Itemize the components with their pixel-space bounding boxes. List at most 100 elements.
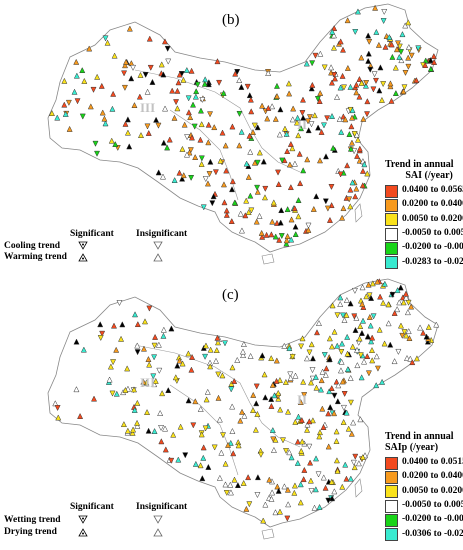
station-up-marker (289, 145, 296, 152)
station-up-marker (408, 303, 415, 310)
insignificant-header-b: Insignificant (136, 229, 188, 239)
station-up-marker (247, 192, 254, 199)
station-up-marker (365, 50, 372, 57)
station-down-marker (399, 332, 406, 339)
station-up-marker (343, 475, 350, 482)
station-up-marker (71, 88, 78, 95)
legend-range-c: -0.0200 to -0.0050 (402, 514, 463, 525)
station-up-marker (405, 19, 412, 26)
station-up-marker (155, 341, 162, 348)
station-up-marker (276, 508, 283, 515)
station-up-marker (229, 427, 236, 434)
station-up-marker (306, 418, 313, 425)
station-up-marker (386, 33, 393, 40)
station-up-marker (207, 363, 214, 370)
station-up-marker (281, 483, 288, 490)
station-up-marker (304, 426, 311, 433)
station-up-marker (322, 153, 329, 160)
station-up-marker (307, 459, 314, 466)
station-up-marker (66, 125, 73, 132)
sig-dot-icon-b (82, 243, 84, 246)
legend-title-line1-b: Trend in annual (385, 159, 454, 170)
station-up-marker (162, 446, 169, 453)
station-up-marker (380, 299, 387, 306)
station-up-marker (247, 352, 254, 359)
station-up-marker (343, 409, 350, 416)
station-up-marker (291, 160, 298, 167)
significance-symbols-c (78, 515, 163, 537)
station-up-marker (347, 475, 354, 482)
insignificant-header-c: Insignificant (136, 502, 188, 512)
station-up-marker (354, 152, 361, 159)
station-up-marker (261, 194, 268, 201)
station-up-marker (369, 334, 376, 341)
significant-header-b: Significant (70, 229, 114, 239)
station-up-marker (124, 365, 131, 372)
station-up-marker (273, 357, 280, 364)
station-up-marker (273, 82, 280, 89)
station-up-marker (131, 406, 138, 413)
station-up-marker (273, 377, 280, 384)
station-up-marker (409, 359, 416, 366)
station-up-marker (339, 483, 346, 490)
station-down-marker (322, 198, 329, 205)
station-up-marker (192, 398, 199, 405)
station-down-marker (254, 159, 261, 166)
station-up-marker (215, 394, 222, 401)
station-up-marker (171, 176, 178, 183)
legend-row-c: -0.0306 to -0.0200 (385, 527, 463, 542)
station-up-marker (346, 130, 353, 137)
station-up-marker (349, 107, 356, 114)
station-up-marker (353, 185, 360, 192)
station-up-marker (243, 197, 250, 204)
station-up-marker (187, 114, 194, 121)
station-up-marker (110, 90, 117, 97)
station-down-marker (305, 222, 312, 229)
station-up-marker (358, 79, 365, 86)
station-up-marker (334, 398, 341, 405)
station-up-marker (348, 430, 355, 437)
station-up-marker (221, 199, 228, 206)
station-up-marker (308, 85, 315, 92)
station-up-marker (269, 381, 276, 388)
station-up-marker (344, 333, 351, 340)
station-up-marker (142, 318, 149, 325)
station-up-marker (239, 408, 246, 415)
station-up-marker (367, 322, 374, 329)
station-down-marker (150, 373, 157, 380)
station-down-marker (146, 305, 153, 312)
station-up-marker (222, 481, 229, 488)
station-up-marker (347, 186, 354, 193)
station-up-marker (308, 341, 315, 348)
station-up-marker (269, 426, 276, 433)
station-up-marker (392, 89, 399, 96)
station-up-marker (291, 489, 298, 496)
station-down-marker (370, 86, 377, 93)
station-down-marker (287, 371, 294, 378)
station-up-marker (254, 474, 261, 481)
station-up-marker (338, 358, 345, 365)
station-up-marker (319, 405, 326, 412)
station-up-marker (374, 278, 381, 285)
station-up-marker (73, 58, 80, 65)
station-up-marker (272, 233, 279, 240)
station-up-marker (107, 363, 114, 370)
station-up-marker (262, 501, 269, 508)
station-up-marker (236, 77, 243, 84)
station-up-marker (340, 418, 347, 425)
station-up-marker (134, 422, 141, 429)
station-down-marker (234, 69, 241, 76)
station-up-marker (61, 101, 68, 108)
station-up-marker (223, 167, 230, 174)
station-up-marker (296, 150, 303, 157)
station-up-marker (140, 378, 147, 385)
station-down-marker (283, 448, 290, 455)
station-up-marker (265, 104, 272, 111)
china-outline-c (47, 278, 439, 528)
station-up-marker (183, 151, 190, 158)
station-up-marker (333, 428, 340, 435)
station-down-marker (116, 300, 123, 307)
station-up-marker (387, 341, 394, 348)
station-up-marker (134, 342, 141, 349)
station-down-marker (298, 343, 305, 350)
